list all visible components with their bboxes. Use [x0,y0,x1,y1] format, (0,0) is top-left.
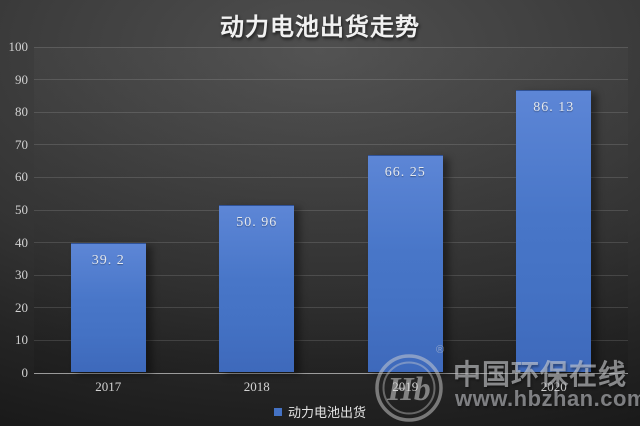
y-axis-tick-label: 90 [15,71,28,87]
legend: 动力电池出货 [273,402,367,421]
y-axis-tick-label: 60 [15,169,28,185]
bar-2017: 39. 2 [70,243,146,372]
x-axis-category-label: 2018 [243,379,270,394]
bar-value-label: 66. 25 [384,165,426,181]
y-axis-tick-label: 50 [15,202,28,217]
x-axis-category-label: 2019 [392,379,419,394]
y-axis-tick-label: 40 [15,234,28,250]
bar-2018: 50. 96 [219,204,295,372]
bar-2020: 86. 13 [516,90,592,372]
y-axis-tick-label: 30 [15,267,28,283]
gridline [34,242,628,244]
gridline [34,176,628,178]
gridline [34,46,628,48]
gridline [34,209,628,211]
x-axis-category-label: 2020 [540,379,567,394]
y-axis-tick-label: 80 [15,104,28,120]
x-axis-line [34,372,628,374]
plot-area: 39. 2 50. 96 66. 25 86. 13 [34,46,628,374]
gridline [34,274,628,276]
gridline [34,79,628,81]
y-axis-tick-label: 70 [15,136,28,152]
y-axis-tick-label: 100 [8,39,29,54]
gridline [34,307,628,309]
gridline [34,111,628,113]
chart-title: 动力电池出货走势 [220,14,420,41]
bar-value-label: 39. 2 [91,253,125,269]
legend-marker-swatch [273,407,282,416]
gridline [34,339,628,341]
bar-value-label: 50. 96 [236,214,278,230]
y-axis-tick-label: 0 [21,365,29,380]
y-axis-tick-label: 10 [15,332,28,348]
legend-series-label: 动力电池出货 [287,405,367,420]
gridline [34,144,628,146]
y-axis-tick-label: 20 [15,299,28,315]
bar-2019: 66. 25 [367,155,443,372]
x-axis-category-label: 2017 [95,379,122,394]
bar-value-label: 86. 13 [533,100,575,116]
